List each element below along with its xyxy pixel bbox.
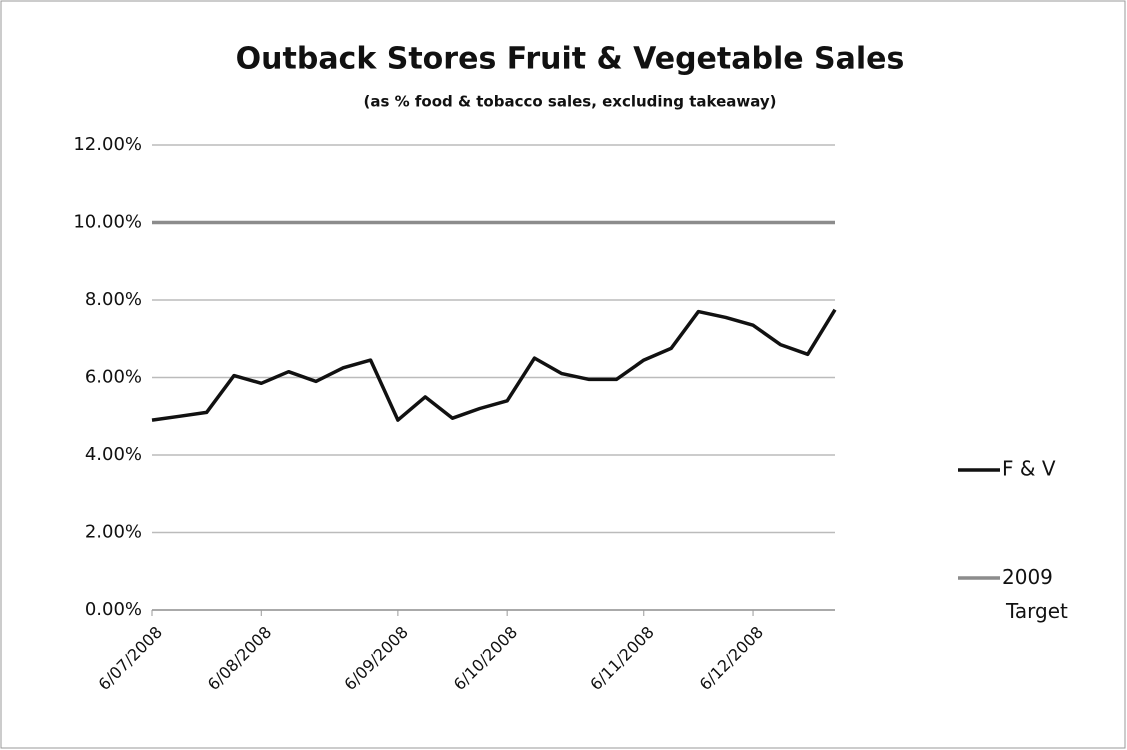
chart-subtitle: (as % food & tobacco sales, excluding ta…: [363, 93, 776, 111]
y-tick-label: 2.00%: [85, 522, 142, 543]
legend-label: 2009 Target: [1002, 565, 1068, 623]
legend-label: F & V: [1002, 457, 1056, 481]
y-tick-label: 6.00%: [85, 367, 142, 388]
series-line: [151, 308, 837, 422]
y-tick-label: 12.00%: [73, 134, 142, 155]
chart-title: Outback Stores Fruit & Vegetable Sales: [236, 42, 905, 77]
y-tick-label: 8.00%: [85, 289, 142, 310]
y-tick-label: 0.00%: [85, 599, 142, 620]
y-tick-label: 4.00%: [85, 444, 142, 465]
y-tick-label: 10.00%: [73, 212, 142, 233]
